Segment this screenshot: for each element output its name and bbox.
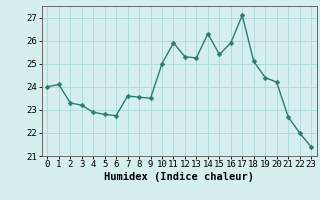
X-axis label: Humidex (Indice chaleur): Humidex (Indice chaleur) (104, 172, 254, 182)
